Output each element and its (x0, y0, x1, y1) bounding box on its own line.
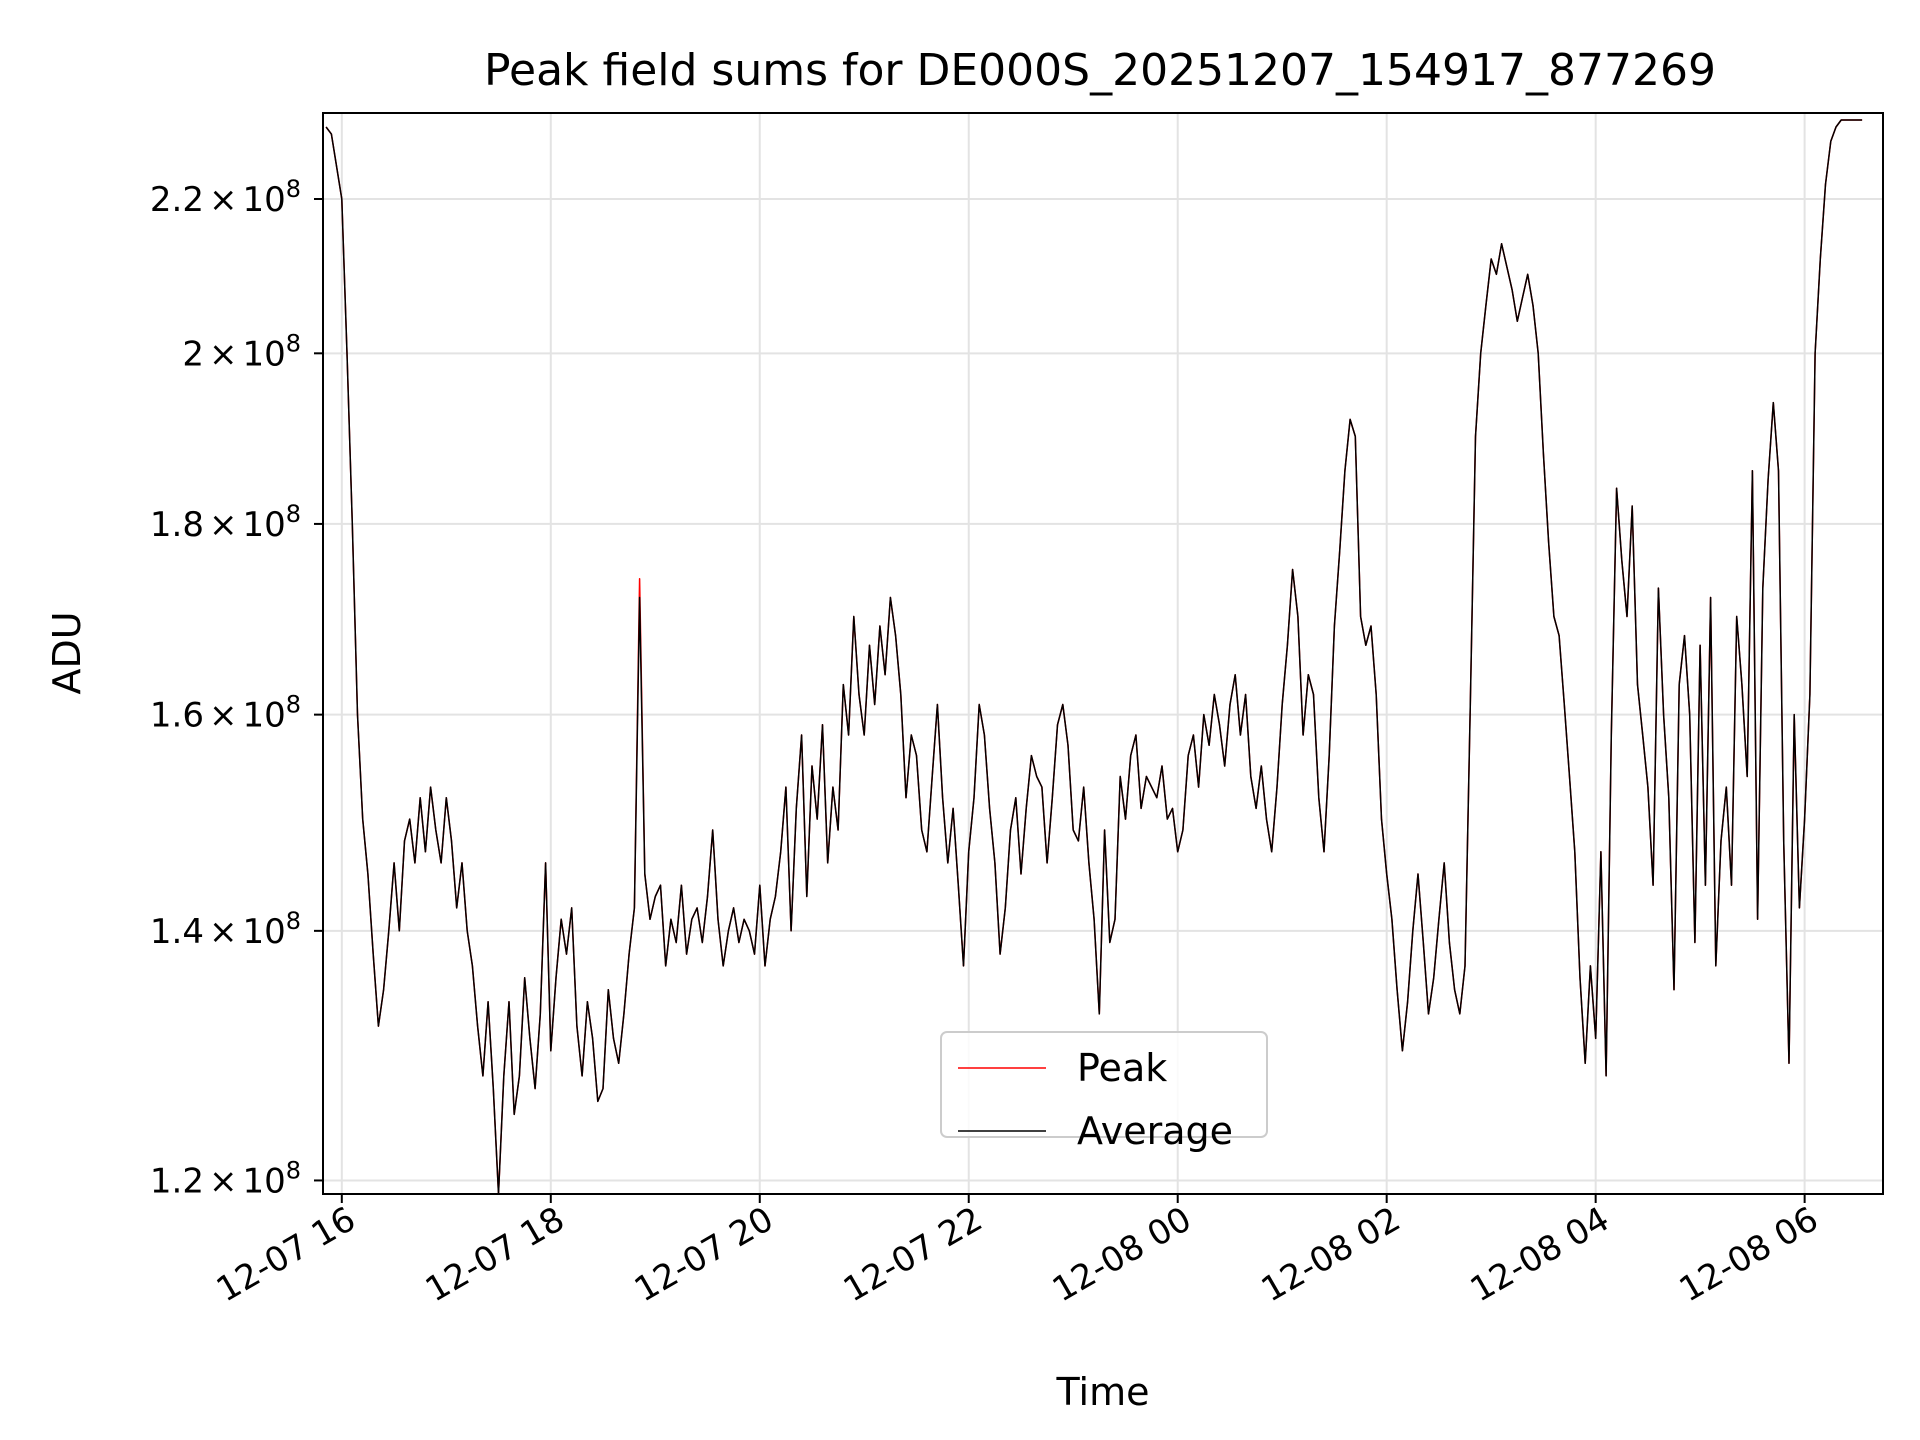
legend: Peak Average (940, 1031, 1268, 1153)
y-tick-label: 1.8 × 108 (150, 500, 301, 545)
plot-frame (322, 112, 1884, 1195)
y-axis: 1.2 × 108 1.4 × 108 1.6 × 108 1.8 × 108 2 × 108 2.2 × 108 (150, 175, 323, 1201)
y-tick-label: 2.2 × 108 (150, 175, 301, 220)
series-layer (325, 119, 1863, 1195)
y-tick-label: 2 × 108 (182, 329, 301, 374)
legend-box (940, 1031, 1268, 1138)
y-tick-label: 1.4 × 108 (150, 907, 301, 952)
legend-label-peak: Peak (1077, 1046, 1167, 1090)
y-axis-title: ADU (45, 611, 89, 694)
grid (323, 113, 1883, 1194)
series-line-average (325, 119, 1863, 1195)
x-axis-title: Time (1056, 1370, 1150, 1414)
y-tick-label: 1.2 × 108 (150, 1156, 301, 1201)
chart-title: Peak field sums for DE000S_20251207_1549… (484, 45, 1716, 96)
y-tick-label: 1.6 × 108 (150, 691, 301, 736)
legend-label-average: Average (1077, 1109, 1233, 1153)
